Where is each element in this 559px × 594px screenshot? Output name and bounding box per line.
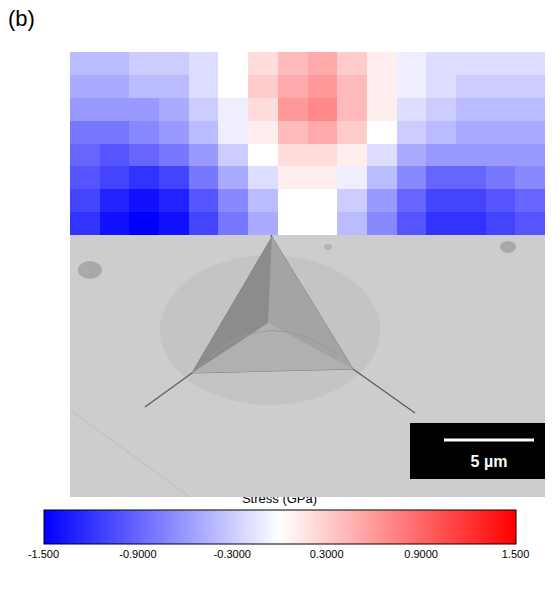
- svg-text:-1.500: -1.500: [28, 548, 59, 560]
- svg-text:-0.3000: -0.3000: [214, 548, 251, 560]
- svg-text:0.3000: 0.3000: [310, 548, 344, 560]
- html-text:(b): (b): [8, 6, 35, 31]
- svg-text:1.500: 1.500: [502, 548, 530, 560]
- svg-text:-0.9000: -0.9000: [119, 548, 156, 560]
- svg-text:0.9000: 0.9000: [404, 548, 438, 560]
- svg-text:Stress (GPa): Stress (GPa): [241, 491, 318, 507]
- svg-text:5 µm: 5 µm: [471, 453, 508, 470]
